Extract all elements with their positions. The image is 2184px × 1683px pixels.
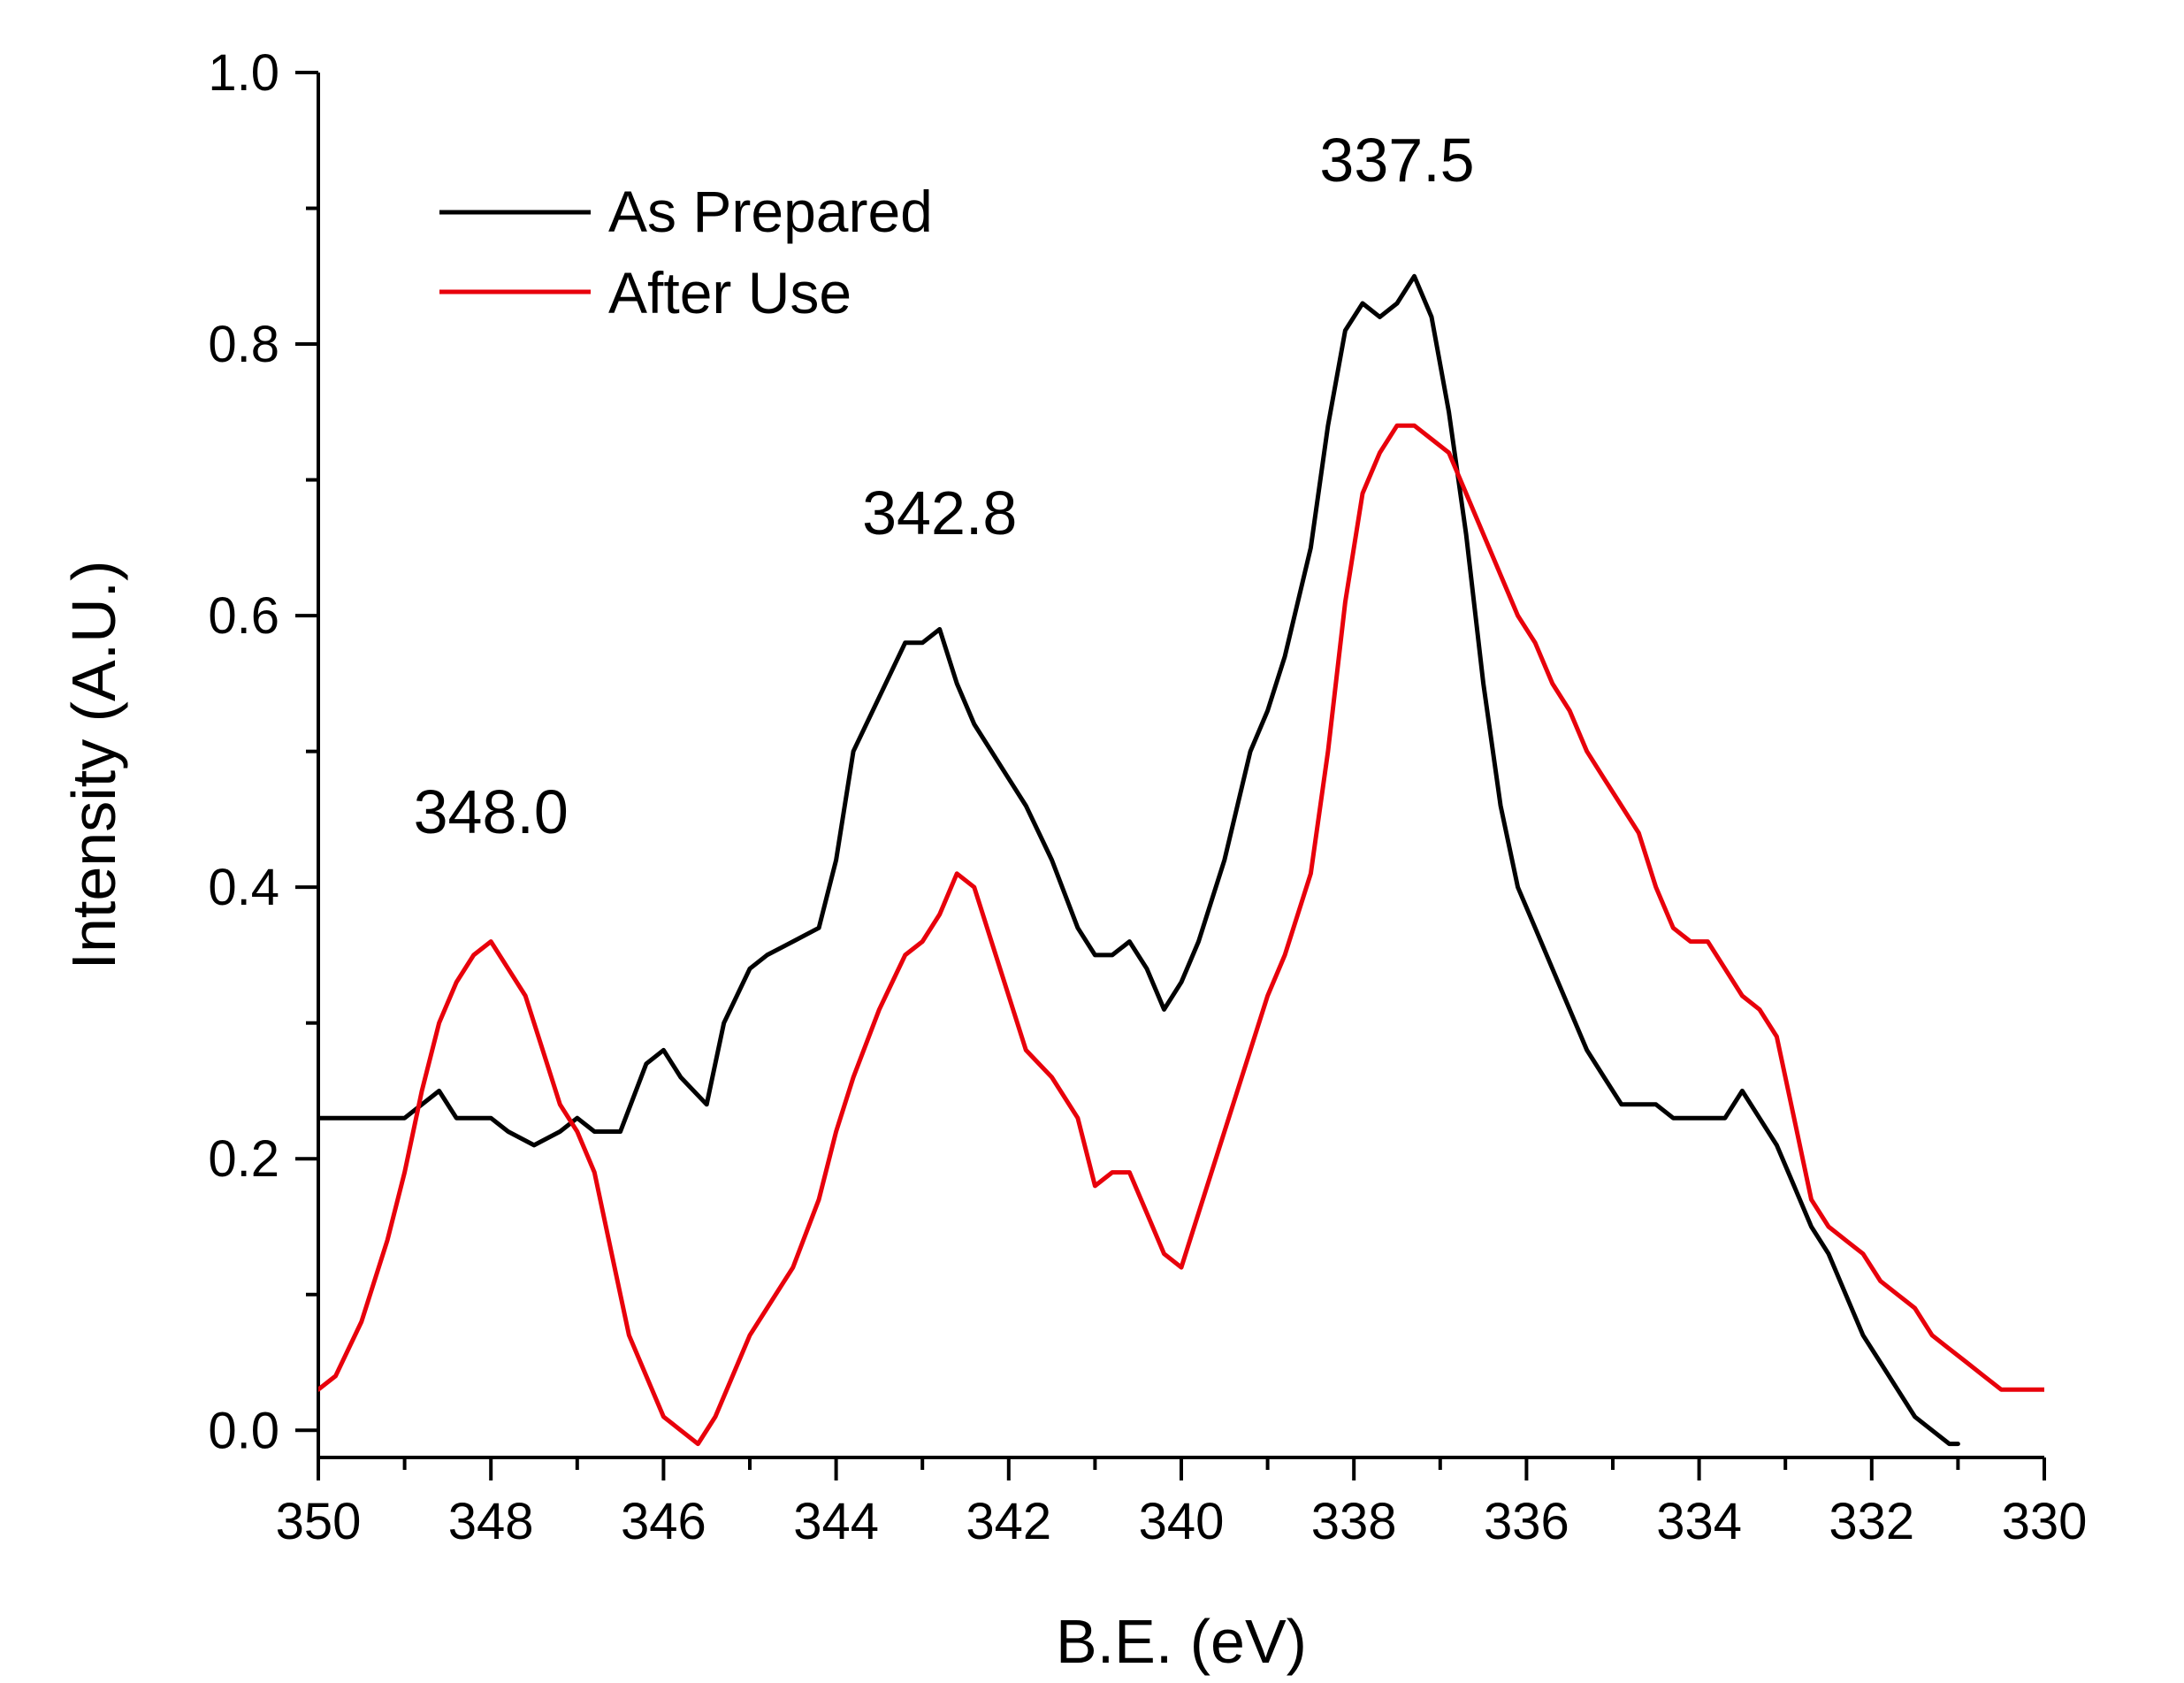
x-tick-label: 332 xyxy=(1829,1493,1914,1550)
legend-label-as-prepared: As Prepared xyxy=(608,179,933,244)
x-tick-label: 336 xyxy=(1484,1493,1569,1550)
y-ticks: 0.0 0.2 0.4 0.6 0.8 1.0 xyxy=(208,44,318,1459)
axes-frame xyxy=(317,73,2044,1459)
peak-label: 348.0 xyxy=(414,777,569,846)
annotation-group: 348.0 342.8 337.5 xyxy=(414,126,1475,846)
x-tick-label: 348 xyxy=(448,1493,534,1550)
x-tick-label: 344 xyxy=(793,1493,879,1550)
x-tick-label: 342 xyxy=(966,1493,1051,1550)
x-ticks: 350 348 346 344 342 340 338 336 334 332 330 xyxy=(276,1457,2088,1550)
x-tick-label: 330 xyxy=(2002,1493,2088,1550)
x-axis-title: B.E. (eV) xyxy=(1056,1607,1307,1676)
legend-label-after-use: After Use xyxy=(608,260,851,325)
y-tick-label: 0.2 xyxy=(208,1130,279,1188)
peak-label: 342.8 xyxy=(862,478,1017,547)
y-tick-label: 1.0 xyxy=(208,44,279,102)
legend: As Prepared After Use xyxy=(439,179,933,325)
x-tick-label: 340 xyxy=(1139,1493,1225,1550)
x-tick-label: 334 xyxy=(1656,1493,1742,1550)
peak-label: 337.5 xyxy=(1319,126,1474,195)
x-tick-label: 350 xyxy=(276,1493,362,1550)
series-line-as-prepared xyxy=(318,273,1960,1447)
y-tick-label: 0.8 xyxy=(208,316,279,373)
series-group xyxy=(318,273,2044,1447)
y-axis-title: Intensity (A.U.) xyxy=(59,561,128,970)
y-tick-label: 0.0 xyxy=(208,1402,279,1459)
y-tick-label: 0.6 xyxy=(208,587,279,645)
y-tick-label: 0.4 xyxy=(208,859,279,916)
series-line-after-use xyxy=(318,423,2044,1447)
x-tick-label: 346 xyxy=(621,1493,706,1550)
x-tick-label: 338 xyxy=(1311,1493,1397,1550)
